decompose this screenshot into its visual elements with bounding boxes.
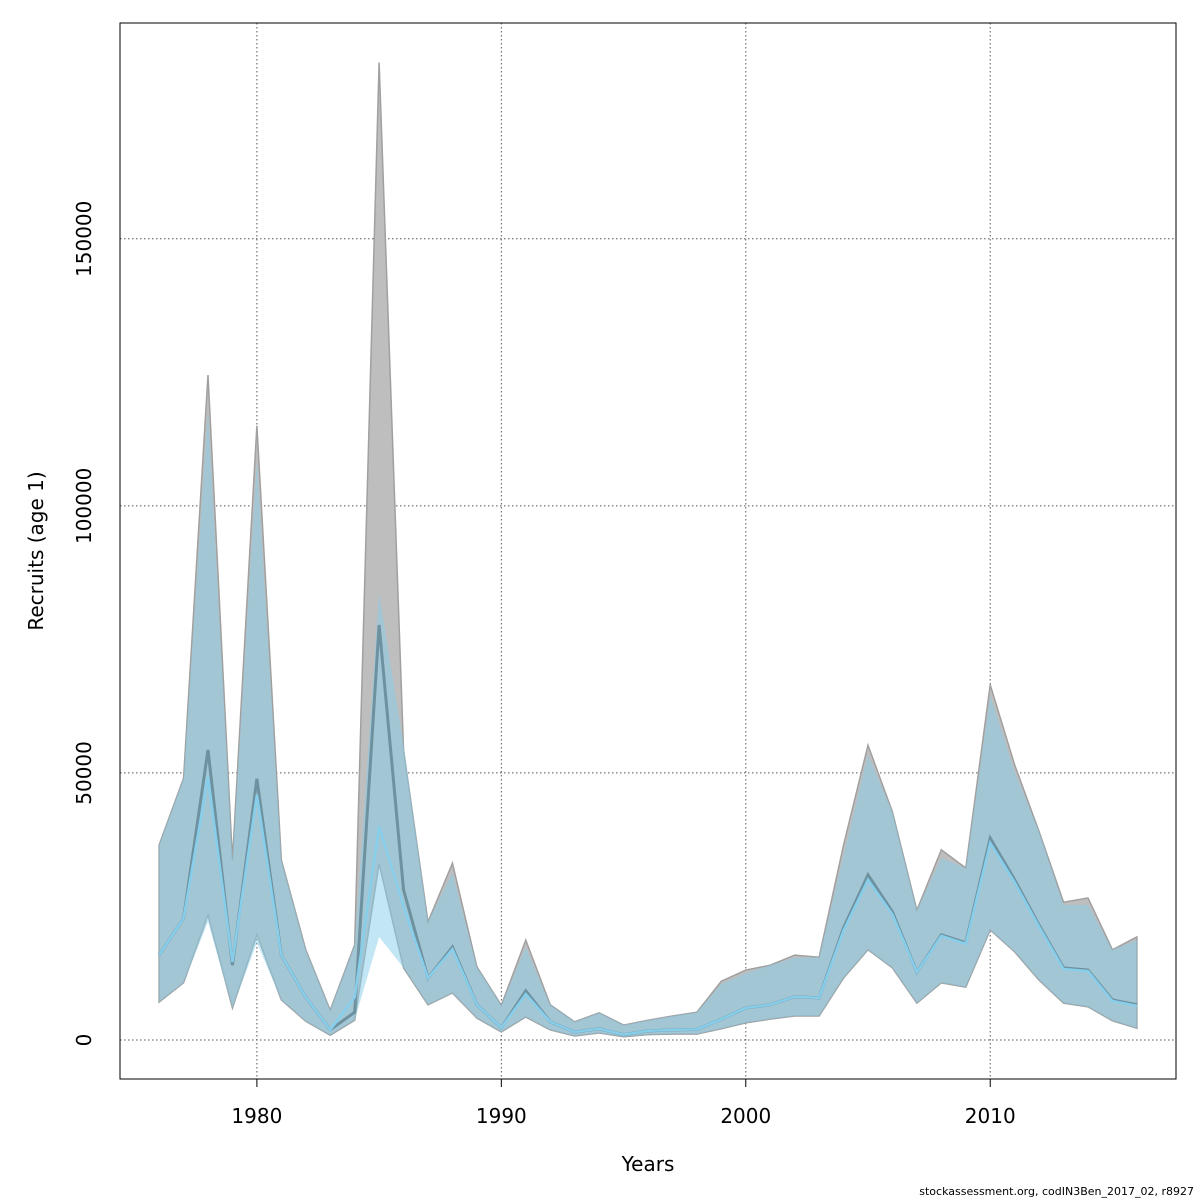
- y-tick-label: 50000: [72, 741, 96, 805]
- footer-credit: stockassessment.org, codIN3Ben_2017_02, …: [919, 1185, 1194, 1198]
- x-tick-label: 2010: [965, 1104, 1016, 1128]
- estimate-lines: [158, 624, 1138, 1036]
- x-axis: 1980 1990 2000 2010: [231, 1079, 1016, 1128]
- y-tick-label: 0: [72, 1034, 96, 1047]
- plot-frame: [119, 22, 1177, 1080]
- y-axis-label: Recruits (age 1): [24, 471, 48, 630]
- y-tick-label: 100000: [72, 468, 96, 544]
- x-tick-label: 1980: [231, 1104, 282, 1128]
- confidence-band-2: [159, 409, 1137, 1037]
- x-tick-label: 1990: [476, 1104, 527, 1128]
- confidence-bands: [157, 62, 1138, 1038]
- y-axis: 0 50000 100000 150000: [72, 201, 96, 1047]
- x-axis-label: Years: [621, 1152, 675, 1176]
- x-tick-label: 2000: [720, 1104, 771, 1128]
- y-tick-label: 150000: [72, 201, 96, 277]
- grid: [120, 23, 1176, 1079]
